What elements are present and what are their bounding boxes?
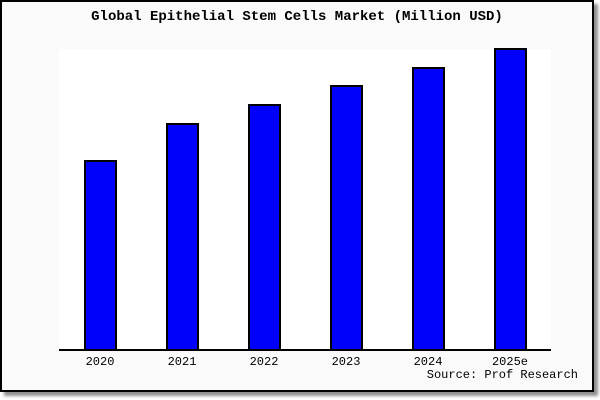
bar-2024	[411, 67, 445, 349]
x-axis-label-2024: 2024	[413, 355, 443, 369]
x-axis-label-2023: 2023	[331, 355, 361, 369]
chart-title: Global Epithelial Stem Cells Market (Mil…	[91, 9, 503, 25]
chart-card: Global Epithelial Stem Cells Market (Mil…	[0, 0, 594, 392]
bar-2025e	[493, 48, 527, 349]
x-axis-label-2020: 2020	[85, 355, 115, 369]
bar-2020	[83, 160, 117, 349]
bar-slot-2020	[59, 160, 141, 349]
bar-2021	[165, 123, 199, 349]
x-axis-labels: 2020 2021 2022 2023 2024 2025e	[59, 355, 551, 369]
bar-2022	[247, 104, 281, 349]
source-credit: Source: Prof Research	[426, 368, 578, 382]
bar-slot-2022	[223, 104, 305, 349]
bar-slot-2025e	[469, 48, 551, 349]
x-axis-label-2022: 2022	[249, 355, 279, 369]
x-axis-label-2025e: 2025e	[491, 355, 528, 369]
bar-slot-2024	[387, 67, 469, 349]
bar-2023	[329, 85, 363, 349]
x-axis-label-2021: 2021	[167, 355, 197, 369]
plot-area	[59, 48, 551, 351]
bar-slot-2021	[141, 123, 223, 349]
bar-slot-2023	[305, 85, 387, 349]
